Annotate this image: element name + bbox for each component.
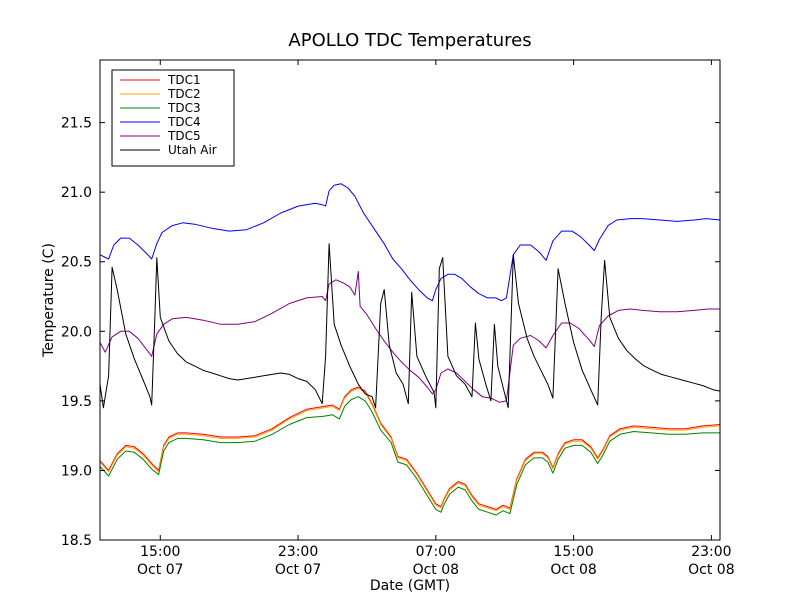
y-tick-label: 19.5 <box>61 394 92 410</box>
legend-label: TDC3 <box>167 101 201 115</box>
series-line-tdc1 <box>99 386 721 510</box>
series-layer <box>99 183 721 516</box>
x-tick-time-label: 07:00 <box>416 544 456 560</box>
legend-label: TDC1 <box>167 73 201 87</box>
x-tick-date-label: Oct 07 <box>137 562 183 578</box>
legend-label: TDC2 <box>167 87 201 101</box>
y-axis-title: Temperature (C) <box>41 243 57 358</box>
chart-title: APOLLO TDC Temperatures <box>288 30 531 51</box>
x-tick-time-label: 15:00 <box>553 544 593 560</box>
series-line-tdc5 <box>99 271 720 403</box>
y-tick-label: 20.0 <box>61 324 92 340</box>
plot-frame <box>99 59 721 541</box>
x-axis-title: Date (GMT) <box>370 578 450 594</box>
x-axis: 15:00 Oct 07 23:00 Oct 07 07:00 Oct 08 15:00 Oc… <box>137 60 735 578</box>
x-tick-time-label: 23:00 <box>691 544 731 560</box>
legend-label: Utah Air <box>168 143 217 157</box>
y-tick-label: 21.0 <box>61 185 92 201</box>
x-tick-date-label: Oct 07 <box>275 562 321 578</box>
legend-label: TDC5 <box>167 129 201 143</box>
y-tick-label: 18.5 <box>61 533 92 549</box>
y-axis: 18.5 19.0 19.5 20.0 20.5 21.0 21.5 <box>61 116 720 549</box>
y-tick-label: 21.5 <box>61 116 92 132</box>
x-tick-date-label: Oct 08 <box>413 562 459 578</box>
x-tick-date-label: Oct 08 <box>550 562 596 578</box>
x-tick-date-label: Oct 08 <box>688 562 734 578</box>
series-line-tdc4 <box>99 183 721 302</box>
x-tick-time-label: 23:00 <box>278 544 318 560</box>
x-tick-time-label: 15:00 <box>140 544 180 560</box>
legend-label: TDC4 <box>167 115 201 129</box>
series-line-tdc2 <box>99 387 721 512</box>
y-tick-label: 20.5 <box>61 255 92 271</box>
series-line-utah-air <box>99 243 721 409</box>
series-line-tdc3 <box>99 396 720 516</box>
y-tick-label: 19.0 <box>61 463 92 479</box>
